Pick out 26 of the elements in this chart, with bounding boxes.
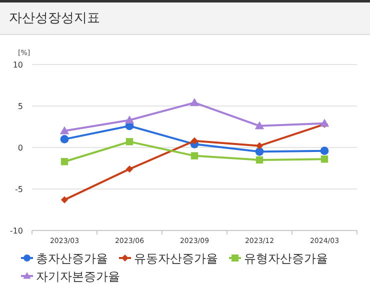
point <box>124 115 134 124</box>
point <box>190 98 200 106</box>
point <box>320 146 329 156</box>
y-tick-label: 5 <box>18 102 23 111</box>
point <box>126 138 134 146</box>
point <box>190 152 198 160</box>
point <box>60 196 68 204</box>
point <box>320 156 328 163</box>
legend-label: 총자산증가율 <box>36 252 108 266</box>
legend-label: 유형자산증가율 <box>244 252 328 266</box>
legend-label: 자기자본증가율 <box>36 270 120 284</box>
y-tick-label: 10 <box>12 60 23 70</box>
point <box>60 135 69 144</box>
legend-label: 유동자산증가율 <box>134 252 218 266</box>
point <box>256 156 264 164</box>
y-tick-label: -5 <box>15 185 23 194</box>
point <box>60 126 70 134</box>
point <box>60 158 68 166</box>
point <box>255 147 264 156</box>
y-tick-label: -10 <box>10 226 23 236</box>
y-tick-label: 0 <box>18 144 23 152</box>
chart-title: 자산성장성지표 <box>9 11 100 26</box>
point <box>126 165 134 173</box>
point <box>190 137 198 144</box>
point <box>256 142 264 150</box>
point <box>254 121 264 130</box>
